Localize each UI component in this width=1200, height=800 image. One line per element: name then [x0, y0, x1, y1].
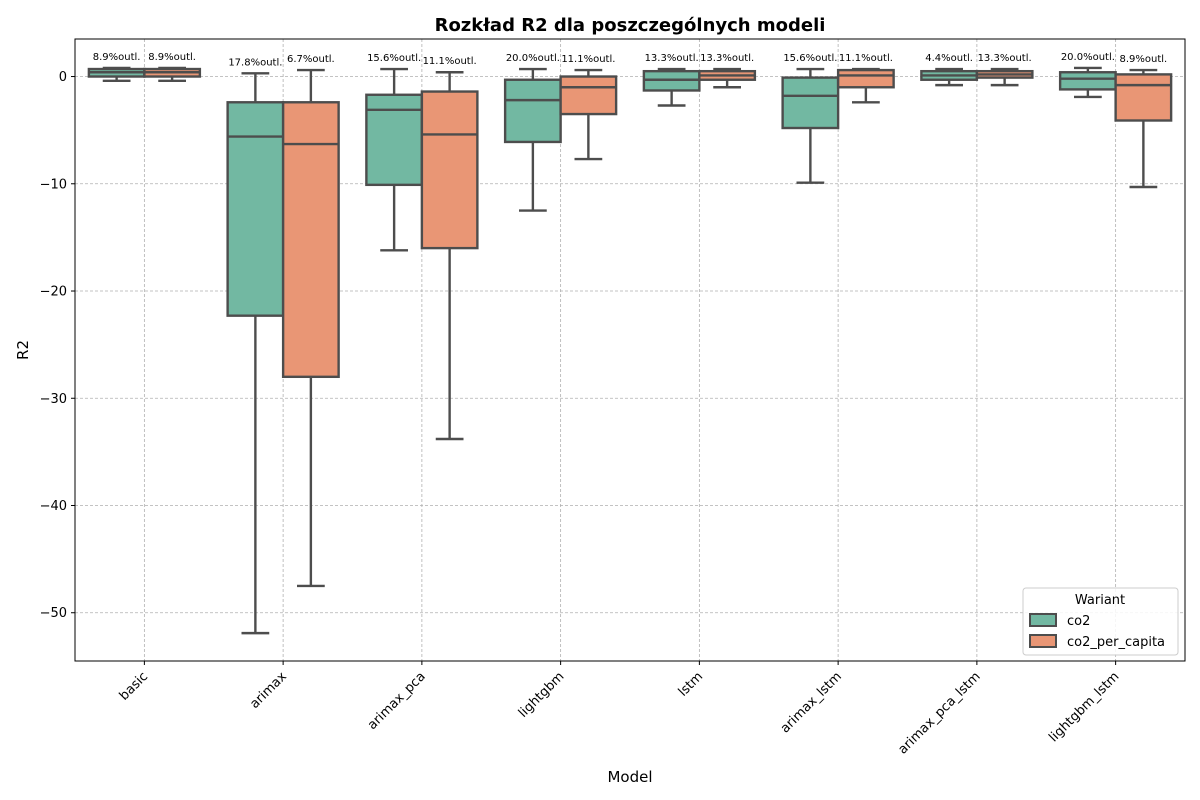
box-body — [781, 76, 840, 130]
box-body — [365, 93, 424, 187]
box-body — [836, 68, 895, 89]
y-tick-label-1: −10 — [40, 177, 67, 192]
box-arimax-co2_per_capita: 6.7%outl. — [281, 54, 340, 588]
outlier-label: 8.9%outl. — [148, 52, 196, 63]
legend-title: Wariant — [1075, 593, 1125, 608]
y-axis-label: R2 — [14, 340, 32, 360]
box-body — [420, 90, 479, 250]
box-arimax_pca-co2: 15.6%outl. — [365, 53, 424, 252]
legend: Wariant co2 co2_per_capita — [1022, 587, 1179, 656]
box-lstm-co2: 13.3%outl. — [642, 53, 701, 107]
box-lightgbm_lstm-co2: 20.0%outl. — [1058, 52, 1117, 99]
box-arimax_lstm-co2_per_capita: 11.1%outl. — [836, 53, 895, 104]
outlier-label: 4.4%outl. — [925, 53, 973, 64]
box-arimax_lstm-co2: 15.6%outl. — [781, 53, 840, 184]
legend-label-co2-per-capita: co2_per_capita — [1067, 635, 1165, 650]
box-lightgbm-co2: 20.0%outl. — [503, 53, 562, 212]
y-tick-label-5: −50 — [40, 606, 67, 621]
outlier-label: 15.6%outl. — [367, 53, 421, 64]
outlier-label: 20.0%outl. — [506, 53, 560, 64]
box-body — [559, 75, 618, 116]
box-body — [226, 101, 285, 317]
chart-title: Rozkład R2 dla poszczególnych modeli — [435, 15, 826, 36]
plot-area-frame — [74, 38, 1186, 662]
box-layer: 8.9%outl. 17.8%outl. 15.6%outl. 20.0%outl. 1… — [87, 52, 1173, 635]
outlier-label: 20.0%outl. — [1061, 52, 1115, 63]
legend-frame — [1022, 587, 1179, 656]
y-tick-label-3: −30 — [40, 392, 67, 407]
outlier-label: 6.7%outl. — [287, 54, 335, 65]
box-lightgbm-co2_per_capita: 11.1%outl. — [559, 54, 618, 161]
y-axis-ticks: 0 −10 −20 −30 −40 −50 — [40, 70, 75, 621]
legend-label-co2: co2 — [1067, 614, 1090, 629]
outlier-label: 8.9%outl. — [1120, 54, 1168, 65]
outlier-label: 15.6%outl. — [783, 53, 837, 64]
box-arimax_pca_lstm-co2: 4.4%outl. — [920, 53, 979, 87]
box-body — [503, 78, 562, 144]
legend-swatch-co2-per-capita — [1029, 634, 1057, 648]
y-tick-label-4: −40 — [40, 499, 67, 514]
outlier-label: 13.3%outl. — [978, 53, 1032, 64]
box-basic-co2_per_capita: 8.9%outl. — [143, 52, 202, 83]
box-arimax_pca_lstm-co2_per_capita: 13.3%outl. — [975, 53, 1034, 87]
outlier-label: 13.3%outl. — [645, 53, 699, 64]
box-arimax-co2: 17.8%outl. — [226, 57, 285, 635]
outlier-label: 11.1%outl. — [839, 53, 893, 64]
box-body — [1114, 73, 1173, 122]
outlier-label: 11.1%outl. — [561, 54, 615, 65]
outlier-label: 8.9%outl. — [93, 52, 141, 63]
y-tick-label-0: 0 — [59, 70, 67, 85]
box-body — [1058, 71, 1117, 91]
outlier-label: 17.8%outl. — [228, 57, 282, 68]
box-body — [281, 101, 340, 379]
box-arimax_pca-co2_per_capita: 11.1%outl. — [420, 56, 479, 441]
box-lightgbm_lstm-co2_per_capita: 8.9%outl. — [1114, 54, 1173, 189]
outlier-label: 11.1%outl. — [423, 56, 477, 67]
box-lstm-co2_per_capita: 13.3%outl. — [698, 53, 757, 89]
outlier-label: 13.3%outl. — [700, 53, 754, 64]
legend-swatch-co2 — [1029, 613, 1057, 627]
x-axis-label: Model — [607, 768, 652, 786]
y-tick-label-2: −20 — [40, 285, 67, 300]
